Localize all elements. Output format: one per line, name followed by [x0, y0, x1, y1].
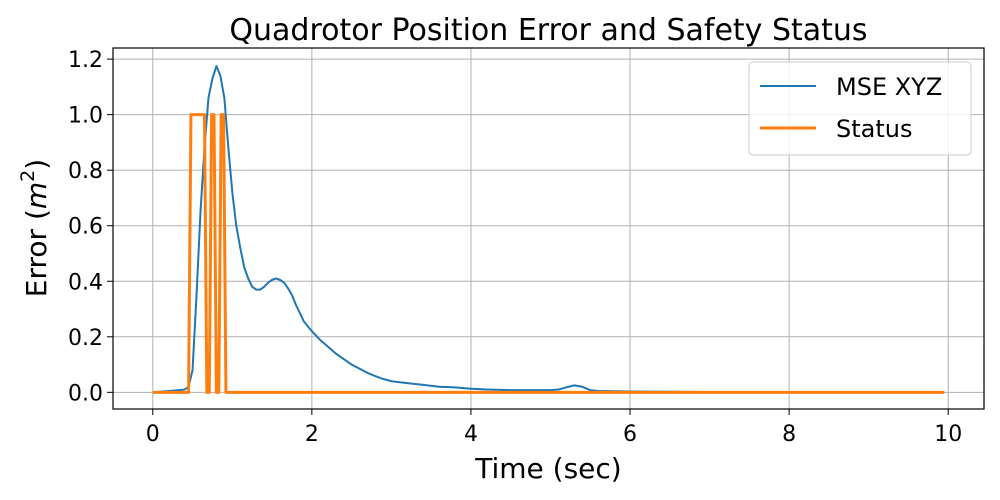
legend-label-status: Status: [836, 115, 912, 143]
legend: MSE XYZ Status: [748, 61, 972, 156]
axis-ticks: 0 2 4 6 8 10 0.0 0.2 0.4 0.6 0.8 1.0 1.2: [68, 48, 962, 447]
y-tick-label: 0.2: [68, 326, 103, 351]
plot-area-frame: [112, 47, 985, 410]
series-line-status: [152, 113, 945, 394]
y-tick-label: 0.8: [68, 159, 103, 184]
series-line-mse-xyz: [152, 65, 945, 394]
chart-title: Quadrotor Position Error and Safety Stat…: [229, 13, 867, 48]
y-tick-label: 0.4: [68, 270, 103, 295]
x-tick-label: 2: [305, 422, 319, 447]
y-tick-label: 0.6: [68, 215, 103, 240]
x-tick-label: 8: [782, 422, 796, 447]
x-tick-label: 4: [464, 422, 478, 447]
series-layer: [152, 65, 945, 394]
y-tick-label: 0.0: [68, 381, 103, 406]
x-axis-title: Time (sec): [474, 452, 621, 485]
legend-label-mse-xyz: MSE XYZ: [836, 73, 942, 101]
x-tick-label: 0: [146, 422, 160, 447]
x-tick-label: 10: [934, 422, 962, 447]
x-tick-label: 6: [623, 422, 637, 447]
y-tick-label: 1.0: [68, 104, 103, 129]
y-axis-title: Error (m2): [17, 159, 53, 297]
y-tick-label: 1.2: [68, 48, 103, 73]
